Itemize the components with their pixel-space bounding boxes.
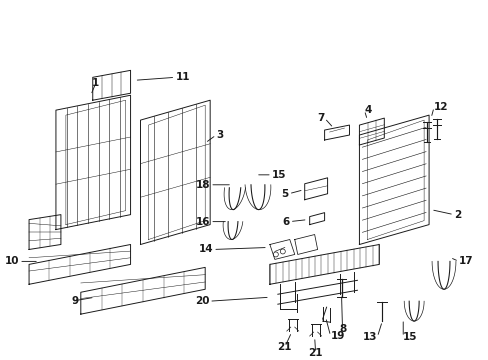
- Text: 4: 4: [364, 105, 371, 115]
- Text: 15: 15: [271, 170, 286, 180]
- Polygon shape: [269, 239, 294, 260]
- Polygon shape: [29, 215, 61, 249]
- Text: 17: 17: [458, 256, 472, 266]
- Text: 16: 16: [195, 217, 210, 226]
- Polygon shape: [309, 213, 324, 225]
- Text: 12: 12: [433, 102, 447, 112]
- Text: 8: 8: [338, 324, 346, 334]
- Text: 11: 11: [175, 72, 189, 82]
- Polygon shape: [56, 95, 130, 230]
- Text: 5: 5: [281, 189, 288, 199]
- Polygon shape: [93, 70, 130, 100]
- Polygon shape: [140, 100, 210, 244]
- Polygon shape: [359, 118, 384, 145]
- Text: 21: 21: [277, 342, 291, 352]
- Text: 20: 20: [194, 296, 209, 306]
- Text: 9: 9: [72, 296, 79, 306]
- Text: 13: 13: [362, 332, 377, 342]
- Text: 19: 19: [330, 331, 344, 341]
- Text: 2: 2: [453, 210, 460, 220]
- Polygon shape: [294, 234, 317, 255]
- Text: 21: 21: [308, 348, 322, 358]
- Polygon shape: [81, 267, 205, 314]
- Polygon shape: [359, 115, 428, 244]
- Text: 3: 3: [216, 130, 223, 140]
- Text: 6: 6: [282, 217, 289, 226]
- Polygon shape: [324, 125, 349, 140]
- Text: 10: 10: [4, 256, 19, 266]
- Text: 15: 15: [403, 332, 417, 342]
- Text: 1: 1: [92, 78, 99, 88]
- Polygon shape: [269, 244, 379, 284]
- Polygon shape: [29, 244, 130, 284]
- Text: 18: 18: [195, 180, 210, 190]
- Text: 14: 14: [198, 244, 213, 255]
- Polygon shape: [304, 178, 327, 200]
- Text: 7: 7: [317, 113, 324, 123]
